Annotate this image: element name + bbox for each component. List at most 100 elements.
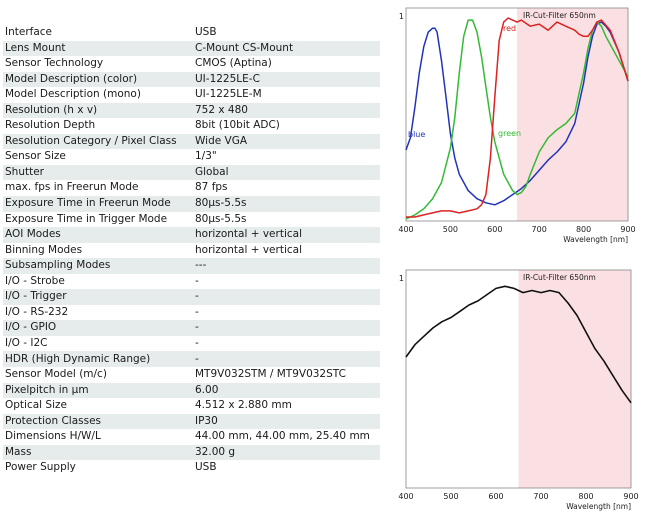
spec-label: Resolution (h x v): [3, 102, 191, 119]
x-tick-label: 700: [532, 225, 547, 234]
spec-row: HDR (High Dynamic Range) -: [3, 351, 380, 368]
spec-row: Resolution (h x v) 752 x 480: [3, 102, 380, 119]
spec-value: horizontal + vertical: [195, 243, 302, 256]
chart2-annotation: IR-Cut-Filter 650nm: [523, 273, 596, 282]
chart1-shade: [517, 8, 628, 221]
spec-label: HDR (High Dynamic Range): [3, 351, 191, 368]
spec-value: -: [191, 351, 380, 368]
spec-row: Exposure Time in Freerun Mode 80µs-5.5s: [3, 196, 380, 212]
x-tick-label: 800: [576, 225, 591, 234]
spec-label: Model Description (mono): [5, 88, 141, 101]
spec-value: UI-1225LE-C: [191, 71, 380, 88]
spectral-chart-color: IR-Cut-Filter 650nm 1 400 500 600 700 800 900…: [398, 7, 636, 244]
chart2-shade: [518, 270, 631, 488]
spec-label: Sensor Model (m/c): [5, 368, 107, 381]
spec-label: Lens Mount: [3, 40, 191, 57]
spec-label: I/O - Strobe: [5, 274, 65, 287]
spec-row: max. fps in Freerun Mode 87 fps: [3, 180, 380, 196]
spec-value: 87 fps: [195, 181, 228, 194]
spec-row: I/O - I2C -: [3, 336, 380, 352]
x-tick-label: 500: [443, 492, 458, 501]
spec-row: I/O - Trigger -: [3, 289, 380, 305]
spec-label: Model Description (color): [3, 71, 191, 88]
spec-value: -: [195, 274, 199, 287]
series-label-red: red: [503, 24, 516, 33]
spec-row: Sensor Technology CMOS (Aptina): [3, 56, 380, 72]
spec-label: Resolution Depth: [5, 119, 96, 132]
spec-label: Sensor Size: [5, 150, 66, 163]
x-tick-label: 900: [620, 225, 635, 234]
spec-value: IP30: [191, 413, 380, 430]
series-label-green: green: [498, 129, 521, 138]
spec-label: Subsampling Modes: [3, 258, 191, 274]
spec-row: Sensor Model (m/c) MT9V032STM / MT9V032ST…: [3, 367, 380, 383]
spec-row: Model Description (color) UI-1225LE-C: [3, 71, 380, 88]
spec-value: 8bit (10bit ADC): [195, 119, 280, 132]
spec-value: 32.00 g: [191, 444, 380, 461]
spec-value: 4.512 x 2.880 mm: [195, 399, 292, 412]
x-tick-label: 400: [398, 225, 413, 234]
spec-row: Power Supply USB: [3, 460, 380, 476]
spec-row: Mass 32.00 g: [3, 444, 380, 461]
spec-row: Interface USB: [3, 25, 380, 41]
spec-label: Exposure Time in Trigger Mode: [5, 212, 168, 225]
spec-label: Mass: [3, 444, 191, 461]
spec-value: ---: [191, 258, 380, 274]
spec-label: Binning Modes: [5, 243, 83, 256]
series-line-blue: [405, 21, 629, 206]
spec-value: 44.00 mm, 44.00 mm, 25.40 mm: [195, 430, 370, 443]
spec-label: Pixelpitch in µm: [3, 382, 191, 399]
spec-row: Shutter Global: [3, 164, 380, 181]
spec-value: Global: [191, 164, 380, 181]
spec-value: 80µs-5.5s: [195, 212, 247, 225]
spec-row: Subsampling Modes ---: [3, 258, 380, 274]
spec-value: C-Mount CS-Mount: [191, 40, 380, 57]
spec-label: Exposure Time in Freerun Mode: [3, 196, 191, 212]
chart1-x-axis-label: Wavelength [nm]: [563, 235, 628, 244]
chart2-y-tick-label: 1: [399, 274, 404, 283]
spec-row: Optical Size 4.512 x 2.880 mm: [3, 398, 380, 414]
x-tick-label: 400: [398, 492, 413, 501]
spec-value: -: [195, 336, 199, 349]
spec-value: 752 x 480: [191, 102, 380, 119]
spec-value: -: [191, 289, 380, 305]
spec-row: Lens Mount C-Mount CS-Mount: [3, 40, 380, 57]
chart1-frame: [405, 7, 629, 222]
x-tick-label: 600: [488, 492, 503, 501]
spec-value: -: [191, 320, 380, 336]
chart1-y-tick-label: 1: [399, 12, 404, 21]
series-line-red: [406, 17, 629, 218]
spec-label: max. fps in Freerun Mode: [5, 181, 139, 194]
spec-row: I/O - Strobe -: [3, 274, 380, 290]
spec-row: Protection Classes IP30: [3, 413, 380, 430]
spec-value: 80µs-5.5s: [191, 196, 380, 212]
spec-row: Pixelpitch in µm 6.00: [3, 382, 380, 399]
chart2-x-axis-label: Wavelength [nm]: [566, 502, 631, 511]
spec-label: I/O - I2C: [5, 336, 48, 349]
series-line-response: [405, 285, 632, 404]
series-label-blue: blue: [408, 130, 425, 139]
spec-value: 6.00: [191, 382, 380, 399]
spec-label: AOI Modes: [3, 227, 191, 243]
spec-value: USB: [195, 26, 217, 39]
chart1-annotation: IR-Cut-Filter 650nm: [523, 11, 596, 20]
spec-row: Resolution Depth 8bit (10bit ADC): [3, 118, 380, 134]
spec-value: Wide VGA: [191, 133, 380, 150]
spec-value: -: [195, 305, 199, 318]
spec-label: I/O - RS-232: [5, 305, 69, 318]
spec-value: horizontal + vertical: [191, 227, 380, 243]
spec-row: Exposure Time in Trigger Mode 80µs-5.5s: [3, 212, 380, 228]
spec-label: Optical Size: [5, 399, 67, 412]
spec-label: Interface: [5, 26, 53, 39]
spec-row: Dimensions H/W/L 44.00 mm, 44.00 mm, 25.4…: [3, 429, 380, 445]
spec-value: CMOS (Aptina): [195, 57, 272, 70]
spec-row: Binning Modes horizontal + vertical: [3, 243, 380, 259]
spec-row: Sensor Size 1/3": [3, 149, 380, 165]
spectral-chart-mono: IR-Cut-Filter 650nm 1 400 500 600 700 800 900…: [398, 269, 639, 511]
spec-value: 1/3": [195, 150, 217, 163]
spec-label: Power Supply: [5, 461, 76, 474]
spec-value: USB: [195, 461, 217, 474]
spec-label: I/O - Trigger: [3, 289, 191, 305]
x-tick-label: 700: [533, 492, 548, 501]
